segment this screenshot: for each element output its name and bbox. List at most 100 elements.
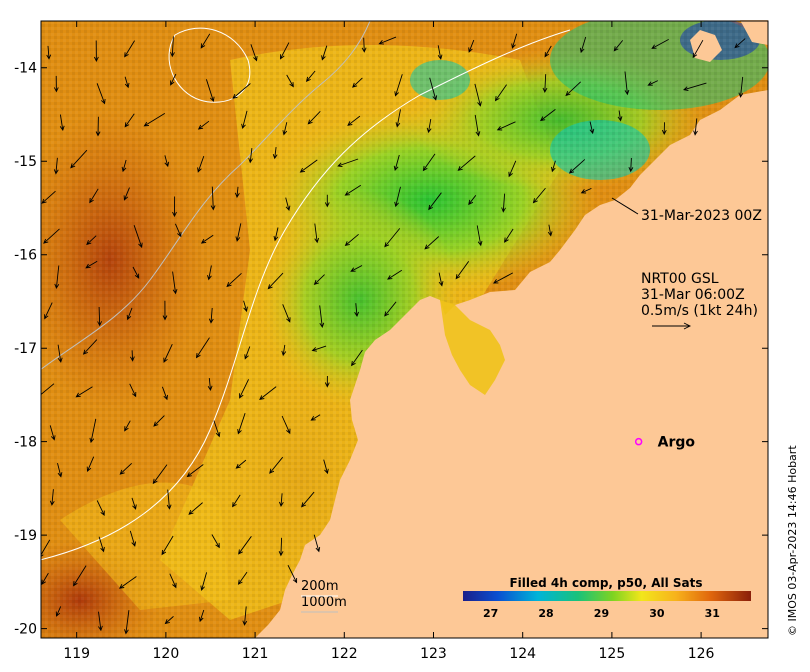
y-tick-label: -20: [14, 622, 37, 638]
current-arrow: [628, 157, 634, 173]
current-arrow: [352, 77, 363, 88]
current-arrow: [394, 186, 401, 208]
current-arrow: [41, 190, 56, 204]
current-arrow: [152, 464, 168, 485]
current-arrow: [73, 565, 87, 587]
current-arrow: [57, 344, 63, 363]
argo-label: Argo: [658, 435, 696, 451]
current-arrow: [305, 70, 316, 82]
current-arrow: [354, 303, 360, 317]
current-arrow: [232, 83, 251, 99]
current-arrow: [493, 272, 514, 284]
current-arrow: [119, 462, 133, 475]
current-arrow: [250, 44, 258, 62]
current-arrow: [280, 42, 290, 60]
current-arrow: [476, 225, 483, 247]
colorbar-title: Filled 4h comp, p50, All Sats: [509, 576, 702, 590]
current-arrow: [118, 576, 137, 589]
current-arrow: [86, 235, 97, 246]
current-arrow: [307, 110, 321, 125]
current-arrow: [351, 349, 363, 367]
current-arrow: [361, 37, 367, 53]
current-arrow: [164, 155, 170, 168]
x-tick-label: 119: [63, 646, 90, 662]
current-arrow: [651, 39, 669, 49]
current-arrow: [344, 233, 359, 247]
current-arrow: [237, 413, 246, 435]
current-arrow: [428, 192, 442, 211]
current-arrow: [248, 148, 253, 164]
current-arrow: [162, 300, 168, 321]
current-arrow: [93, 40, 99, 63]
current-arrow: [647, 80, 658, 86]
current-arrow: [53, 157, 59, 175]
y-tick-label: -17: [14, 341, 37, 357]
contour-loop: [168, 27, 251, 103]
current-arrow: [124, 113, 135, 128]
current-arrow: [85, 260, 98, 269]
current-arrow: [272, 147, 278, 160]
current-arrow: [474, 114, 481, 137]
current-arrow: [281, 344, 287, 357]
x-tick-label: 122: [331, 646, 358, 662]
current-arrow: [551, 160, 556, 173]
current-arrow: [89, 188, 99, 204]
current-arrow: [121, 159, 127, 173]
current-arrow: [286, 74, 294, 88]
current-arrow: [239, 379, 250, 399]
current-arrow: [468, 39, 475, 53]
current-arrow: [494, 84, 507, 102]
current-arrow: [44, 302, 53, 320]
x-tick-label: 125: [599, 646, 626, 662]
current-arrow: [237, 571, 248, 585]
current-arrow: [324, 194, 330, 208]
current-arrow: [126, 307, 133, 321]
current-arrow: [235, 459, 247, 469]
current-arrow: [169, 573, 177, 589]
current-arrow: [205, 79, 215, 103]
current-arrow: [301, 491, 315, 508]
current-arrow: [98, 611, 103, 632]
y-tick-label: -18: [14, 435, 37, 451]
current-arrow: [693, 118, 698, 136]
current-arrow: [568, 159, 586, 174]
current-arrow: [422, 153, 436, 172]
current-arrow: [210, 186, 216, 211]
current-arrow: [198, 609, 205, 623]
current-arrow: [234, 186, 240, 199]
current-arrow: [321, 45, 328, 61]
current-arrow: [244, 346, 251, 360]
current-arrow: [455, 261, 470, 280]
x-tick-label: 120: [153, 646, 180, 662]
current-arrow: [324, 375, 330, 388]
current-arrow: [161, 535, 174, 556]
current-arrow: [95, 116, 101, 137]
current-arrow: [565, 81, 582, 97]
current-arrow: [501, 193, 506, 213]
colorbar-ticks: 27 28 29 30 31: [483, 607, 720, 620]
current-arrow: [130, 350, 135, 362]
current-arrow: [70, 149, 88, 169]
current-arrow: [661, 122, 667, 136]
current-arrow: [166, 489, 172, 510]
current-arrow: [579, 36, 587, 54]
current-arrow: [75, 386, 93, 398]
current-arrow: [437, 45, 443, 60]
credit-text: © IMOS 03-Apr-2023 14:46 Hobart: [786, 445, 799, 636]
current-arrow: [314, 223, 320, 244]
current-arrow: [504, 228, 514, 243]
current-arrow: [273, 227, 279, 242]
current-arrow: [232, 494, 241, 508]
current-arrow: [41, 572, 49, 585]
current-arrow: [532, 187, 546, 204]
current-arrow: [547, 224, 553, 237]
current-arrow: [384, 228, 401, 248]
current-arrow: [96, 83, 106, 105]
current-arrow: [542, 74, 548, 94]
current-arrow: [163, 344, 173, 363]
current-arrow: [511, 33, 518, 49]
current-arrow: [89, 418, 97, 444]
current-arrow: [195, 337, 210, 359]
current-arrow: [282, 304, 291, 323]
